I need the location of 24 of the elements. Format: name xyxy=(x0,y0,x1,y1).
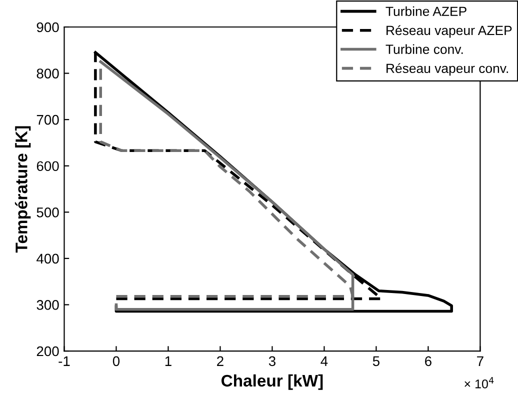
y-tick-label: 400 xyxy=(36,254,59,264)
x-tick-label: 3 xyxy=(268,356,276,366)
text: × 10$^{4}$ xyxy=(464,377,494,388)
legend-label: Réseau vapeur AZEP xyxy=(386,25,512,38)
y-tick-label: 900 xyxy=(36,22,59,32)
y-tick-label: 500 xyxy=(36,207,59,218)
x-tick-label: 7 xyxy=(477,356,484,366)
y-tick-label: 300 xyxy=(36,300,59,310)
x-tick-label: 5 xyxy=(372,356,380,366)
legend-label: Réseau vapeur conv. xyxy=(386,63,508,76)
y-tick-label: 800 xyxy=(36,68,59,78)
y-tick-label: 600 xyxy=(36,161,59,172)
x-tick-label: 1 xyxy=(165,356,172,366)
x-tick-label: 4 xyxy=(320,356,328,366)
y-tick-label: 700 xyxy=(36,114,59,125)
x-tick-label: 6 xyxy=(425,356,432,366)
legend-label: Turbine conv. xyxy=(386,44,463,54)
y-axis-title: Température [K] xyxy=(14,126,31,253)
x-tick-label: 0 xyxy=(112,356,120,366)
y-tick-label: 200 xyxy=(36,346,59,356)
x-axis-title: Chaleur [kW] xyxy=(222,374,323,390)
x-tick-label: 2 xyxy=(217,356,224,366)
legend-label: Turbine AZEP xyxy=(386,6,466,16)
x-tick-label: -1 xyxy=(58,356,70,366)
